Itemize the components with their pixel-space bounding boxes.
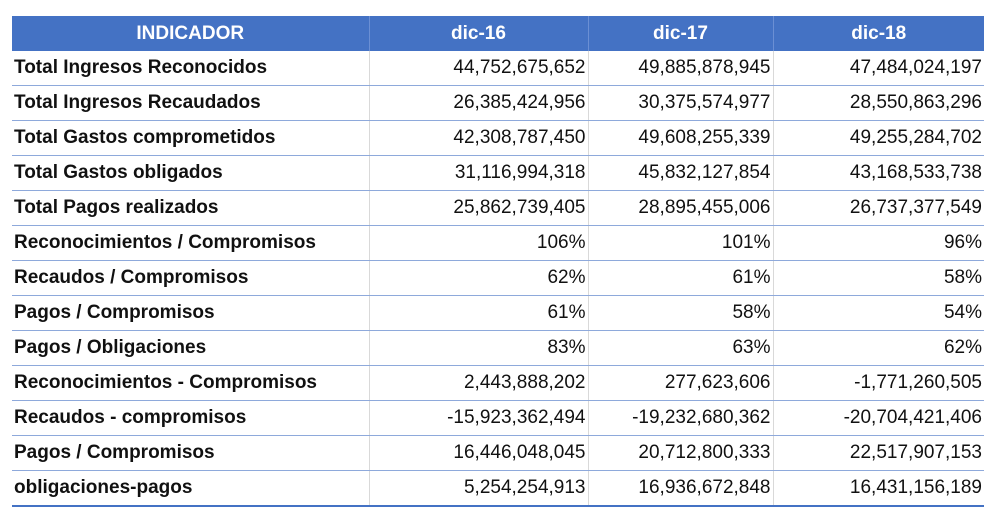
cell-dic-18: 58% [773,260,984,296]
row-label: Total Gastos comprometidos [12,120,370,156]
header-dic-18: dic-18 [773,16,984,51]
table-row: Total Ingresos Reconocidos 44,752,675,65… [12,51,984,86]
cell-dic-17: 20,712,800,333 [588,435,774,471]
row-label: Reconocimientos / Compromisos [12,225,370,261]
cell-dic-17: 277,623,606 [588,365,774,401]
cell-dic-16: 16,446,048,045 [369,435,589,471]
table-row: Pagos / Compromisos 61% 58% 54% [12,295,984,331]
cell-dic-17: 58% [588,295,774,331]
cell-dic-18: 28,550,863,296 [773,85,984,121]
table-row: Total Gastos obligados 31,116,994,318 45… [12,155,984,191]
cell-dic-18: 47,484,024,197 [773,51,984,86]
cell-dic-17: 49,608,255,339 [588,120,774,156]
table-row: Total Pagos realizados 25,862,739,405 28… [12,190,984,226]
cell-dic-17: 16,936,672,848 [588,470,774,507]
cell-dic-18: 96% [773,225,984,261]
header-dic-16: dic-16 [369,16,589,51]
cell-dic-18: 26,737,377,549 [773,190,984,226]
cell-dic-17: 45,832,127,854 [588,155,774,191]
table-row: Total Gastos comprometidos 42,308,787,45… [12,120,984,156]
indicator-table: INDICADOR dic-16 dic-17 dic-18 Total Ing… [12,16,984,507]
cell-dic-17: 49,885,878,945 [588,51,774,86]
cell-dic-16: 42,308,787,450 [369,120,589,156]
cell-dic-16: 62% [369,260,589,296]
row-label: Pagos / Obligaciones [12,330,370,366]
table-row: Recaudos - compromisos -15,923,362,494 -… [12,400,984,436]
table-body: Total Ingresos Reconocidos 44,752,675,65… [12,51,984,507]
row-label: Recaudos - compromisos [12,400,370,436]
cell-dic-18: 43,168,533,738 [773,155,984,191]
table-row: Total Ingresos Recaudados 26,385,424,956… [12,85,984,121]
table-row: Recaudos / Compromisos 62% 61% 58% [12,260,984,296]
cell-dic-17: 63% [588,330,774,366]
cell-dic-16: 61% [369,295,589,331]
table-row: Reconocimientos / Compromisos 106% 101% … [12,225,984,261]
cell-dic-16: 83% [369,330,589,366]
table-row: Pagos / Obligaciones 83% 63% 62% [12,330,984,366]
header-row: INDICADOR dic-16 dic-17 dic-18 [12,16,984,51]
row-label: Recaudos / Compromisos [12,260,370,296]
table-header: INDICADOR dic-16 dic-17 dic-18 [12,16,984,51]
cell-dic-17: 30,375,574,977 [588,85,774,121]
row-label: Total Ingresos Recaudados [12,85,370,121]
header-dic-17: dic-17 [588,16,774,51]
cell-dic-18: -1,771,260,505 [773,365,984,401]
cell-dic-18: 16,431,156,189 [773,470,984,507]
row-label: Total Gastos obligados [12,155,370,191]
row-label: Total Ingresos Reconocidos [12,51,370,86]
row-label: Reconocimientos - Compromisos [12,365,370,401]
table-row: Reconocimientos - Compromisos 2,443,888,… [12,365,984,401]
table-row: Pagos / Compromisos 16,446,048,045 20,71… [12,435,984,471]
cell-dic-18: 62% [773,330,984,366]
cell-dic-17: 101% [588,225,774,261]
cell-dic-17: 28,895,455,006 [588,190,774,226]
cell-dic-18: 22,517,907,153 [773,435,984,471]
cell-dic-18: -20,704,421,406 [773,400,984,436]
cell-dic-16: 25,862,739,405 [369,190,589,226]
row-label: Pagos / Compromisos [12,295,370,331]
cell-dic-18: 49,255,284,702 [773,120,984,156]
cell-dic-16: 26,385,424,956 [369,85,589,121]
cell-dic-17: -19,232,680,362 [588,400,774,436]
cell-dic-16: 31,116,994,318 [369,155,589,191]
cell-dic-16: 106% [369,225,589,261]
row-label: Pagos / Compromisos [12,435,370,471]
row-label: Total Pagos realizados [12,190,370,226]
cell-dic-16: 2,443,888,202 [369,365,589,401]
table-row: obligaciones-pagos 5,254,254,913 16,936,… [12,470,984,507]
cell-dic-16: 5,254,254,913 [369,470,589,507]
header-indicador: INDICADOR [12,16,370,51]
cell-dic-18: 54% [773,295,984,331]
cell-dic-17: 61% [588,260,774,296]
cell-dic-16: 44,752,675,652 [369,51,589,86]
cell-dic-16: -15,923,362,494 [369,400,589,436]
row-label: obligaciones-pagos [12,470,370,507]
indicator-table-container: INDICADOR dic-16 dic-17 dic-18 Total Ing… [12,16,984,507]
